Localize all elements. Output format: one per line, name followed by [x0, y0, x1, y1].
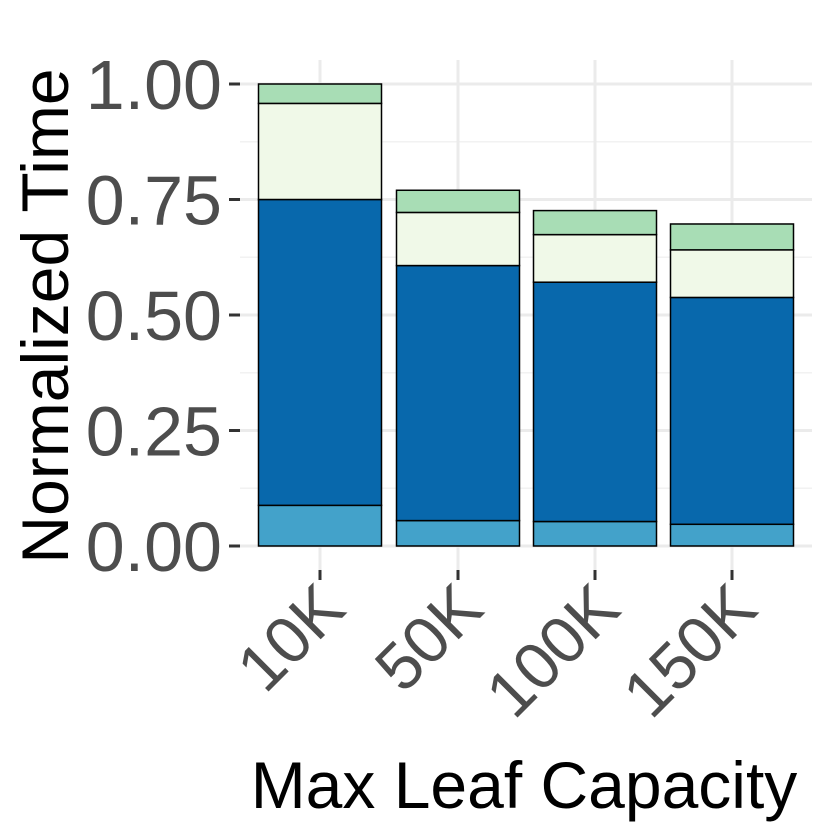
bar-segment [395, 189, 521, 214]
y-tick-label: 0.50 [86, 277, 222, 355]
bar-segment [395, 519, 521, 547]
bar-segment [257, 198, 383, 507]
bar-segment [257, 102, 383, 201]
bar-segment [669, 523, 795, 547]
y-axis: 0.00 0.25 0.50 0.75 1.00 [86, 46, 240, 586]
bar-segment [669, 223, 795, 251]
bar-segment [395, 211, 521, 267]
y-axis-title: Normalized Time [8, 68, 82, 563]
bar-segment [532, 233, 658, 283]
x-tick-label: 10K [223, 570, 358, 705]
y-tick-label: 1.00 [86, 46, 222, 124]
x-tick-label: 50K [361, 570, 496, 705]
bar-segment [257, 504, 383, 547]
y-tick-label: 0.75 [86, 162, 222, 240]
x-tick-label: 150K [609, 570, 770, 731]
bar-segment [395, 264, 521, 522]
y-tick-label: 0.00 [86, 508, 222, 586]
x-axis-title: Max Leaf Capacity [251, 748, 798, 822]
x-tick-label: 100K [472, 570, 633, 731]
bar-segment [669, 296, 795, 526]
bars [257, 83, 795, 547]
y-tick-label: 0.25 [86, 393, 222, 471]
bar-segment [257, 83, 383, 105]
bar-segment [532, 209, 658, 236]
bar-segment [532, 281, 658, 523]
bar-segment [669, 249, 795, 299]
bar-segment [532, 520, 658, 547]
